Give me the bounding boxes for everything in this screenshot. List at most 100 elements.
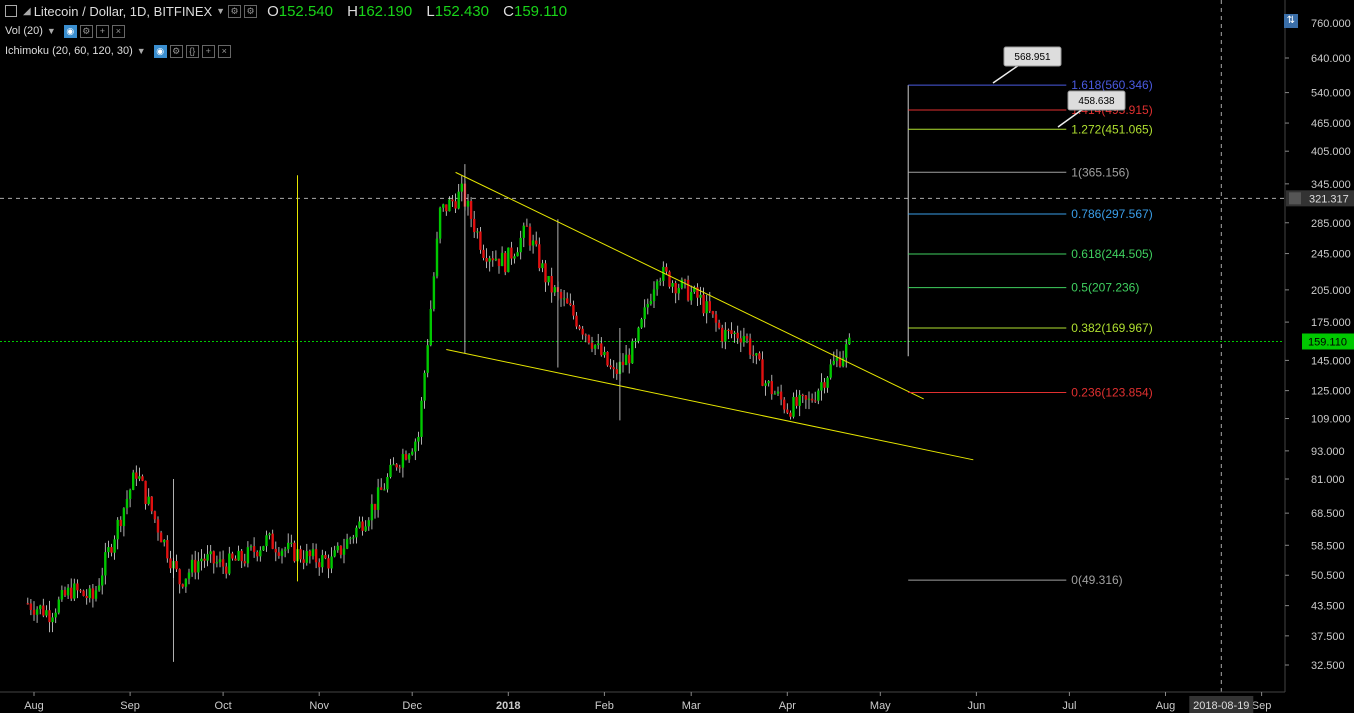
chart-grid	[0, 0, 1284, 692]
ichimoku-label[interactable]: Ichimoku (20, 60, 120, 30)	[5, 45, 133, 57]
eye-icon[interactable]: ◉	[153, 44, 167, 58]
candle-body	[259, 550, 262, 557]
candle-body	[621, 361, 625, 366]
candle-body	[314, 549, 318, 563]
time-axis[interactable]: Aug Sep Oct Nov Dec 2018 Feb Mar Apr May Jun Jul Aug…	[0, 691, 1285, 713]
plus-icon[interactable]: +	[201, 44, 215, 58]
gear-icon[interactable]: ⚙	[244, 4, 258, 18]
candle-body	[789, 412, 792, 417]
candle-body	[848, 337, 851, 345]
collapse-icon[interactable]	[5, 5, 17, 17]
candle-body	[66, 587, 70, 596]
candle-body	[141, 476, 144, 481]
volume-legend: Vol (20) ▼ ◉ ⚙ + ×	[5, 22, 125, 40]
candle-body	[35, 609, 39, 615]
candle-body	[70, 587, 73, 599]
volume-label[interactable]: Vol (20)	[5, 25, 43, 37]
candlestick-series	[26, 164, 851, 662]
candle-body	[476, 231, 479, 233]
candle-body	[838, 357, 842, 367]
candle-body	[110, 547, 113, 553]
candle-body	[814, 400, 817, 402]
candle-body	[184, 578, 188, 587]
candle-body	[342, 548, 346, 555]
plus-icon[interactable]: +	[95, 24, 109, 38]
candle-body	[305, 550, 308, 563]
candle-body	[324, 555, 327, 559]
price-tick-label: 50.500	[1311, 570, 1345, 582]
close-value: 159.110	[514, 2, 568, 20]
candle-body	[686, 279, 690, 301]
candle-body	[528, 226, 532, 246]
chevron-down-icon[interactable]: ▼	[216, 6, 226, 16]
time-tick-label: Aug	[1156, 700, 1176, 712]
candle-body	[225, 566, 228, 574]
candle-body	[649, 301, 653, 305]
candle-body	[218, 559, 222, 563]
candle-body	[252, 546, 256, 552]
candle-body	[817, 390, 820, 401]
candle-body	[559, 291, 563, 299]
price-tick-label: 58.500	[1311, 540, 1345, 552]
candle-body	[333, 550, 336, 557]
candle-body	[407, 454, 411, 460]
drawing-tools	[297, 171, 974, 582]
fib-level-label: 0.382(169.967)	[1071, 321, 1152, 335]
candle-body	[203, 558, 206, 561]
chevron-down-icon[interactable]: ▼	[136, 46, 146, 56]
candle-body	[429, 309, 432, 346]
price-tick-label: 109.000	[1311, 414, 1351, 426]
gear-icon[interactable]: ⚙	[79, 24, 93, 38]
candle-body	[302, 559, 305, 563]
close-icon[interactable]: ×	[217, 44, 231, 58]
low-label: L	[426, 2, 435, 20]
candle-body	[531, 240, 535, 246]
low-value: 152.430	[434, 2, 489, 20]
candle-body	[693, 287, 696, 292]
time-tick-label: Jun	[968, 700, 986, 712]
candle-body	[361, 521, 364, 531]
candle-body	[538, 244, 541, 269]
candle-body	[575, 315, 578, 327]
candle-body	[308, 550, 312, 557]
candle-body	[525, 225, 529, 227]
source-icon[interactable]: {}	[185, 44, 199, 58]
candle-body	[234, 558, 237, 561]
candle-body	[85, 595, 88, 598]
candle-body	[435, 238, 439, 277]
candle-body	[88, 588, 91, 598]
price-callout: 568.951	[992, 46, 1062, 84]
candle-body	[841, 357, 845, 367]
candle-body	[256, 551, 259, 557]
price-axis[interactable]: 760.000 640.000 540.000 465.000 405.000 345.0…	[1284, 0, 1354, 692]
callout-box	[1067, 90, 1126, 111]
candle-body	[767, 381, 770, 384]
candle-body	[119, 519, 122, 527]
candle-body	[783, 399, 786, 410]
symbol-title[interactable]: Litecoin / Dollar, 1D, BITFINEX	[33, 3, 213, 19]
candle-body	[370, 503, 374, 521]
scroll-to-top-icon[interactable]: ⇅	[1284, 14, 1298, 28]
plus-icon	[1289, 192, 1301, 205]
eye-icon[interactable]: ◉	[63, 24, 77, 38]
candle-body	[820, 382, 823, 391]
candle-body	[246, 547, 250, 564]
candle-body	[336, 545, 339, 551]
candle-body	[708, 301, 711, 312]
candle-body	[271, 533, 274, 549]
time-tick-label: Oct	[215, 700, 232, 712]
gear-icon[interactable]: ⚙	[169, 44, 183, 58]
candle-body	[144, 480, 147, 505]
price-tick-label: 43.500	[1311, 601, 1345, 613]
candle-body	[398, 467, 401, 469]
chevron-down-icon[interactable]: ▼	[46, 26, 56, 36]
close-icon[interactable]: ×	[111, 24, 125, 38]
candle-body	[451, 199, 454, 202]
candle-body	[392, 464, 395, 466]
candle-body	[634, 341, 637, 343]
candle-body	[432, 276, 436, 310]
candle-body	[810, 398, 814, 401]
candle-body	[482, 249, 485, 258]
settings-icon[interactable]: ⚙	[228, 4, 242, 18]
